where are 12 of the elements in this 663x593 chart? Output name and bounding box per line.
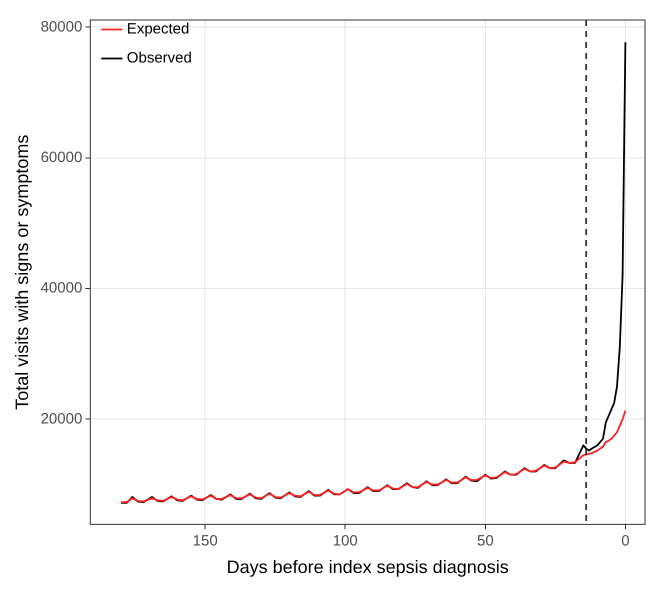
legend-label: Observed bbox=[126, 50, 192, 67]
x-tick-label: 50 bbox=[476, 532, 494, 550]
x-axis-title: Days before index sepsis diagnosis bbox=[226, 557, 509, 578]
y-axis-title: Total visits with signs or symptoms bbox=[12, 134, 32, 410]
x-tick-label: 150 bbox=[192, 532, 218, 550]
y-tick-label: 40000 bbox=[40, 280, 82, 297]
legend-label: Expected bbox=[126, 20, 190, 38]
x-tick-label: 100 bbox=[332, 532, 358, 550]
y-tick-label: 80000 bbox=[40, 18, 82, 36]
y-tick-label: 60000 bbox=[40, 149, 82, 166]
x-tick-label: 0 bbox=[621, 532, 630, 550]
y-tick-label: 20000 bbox=[40, 410, 82, 428]
